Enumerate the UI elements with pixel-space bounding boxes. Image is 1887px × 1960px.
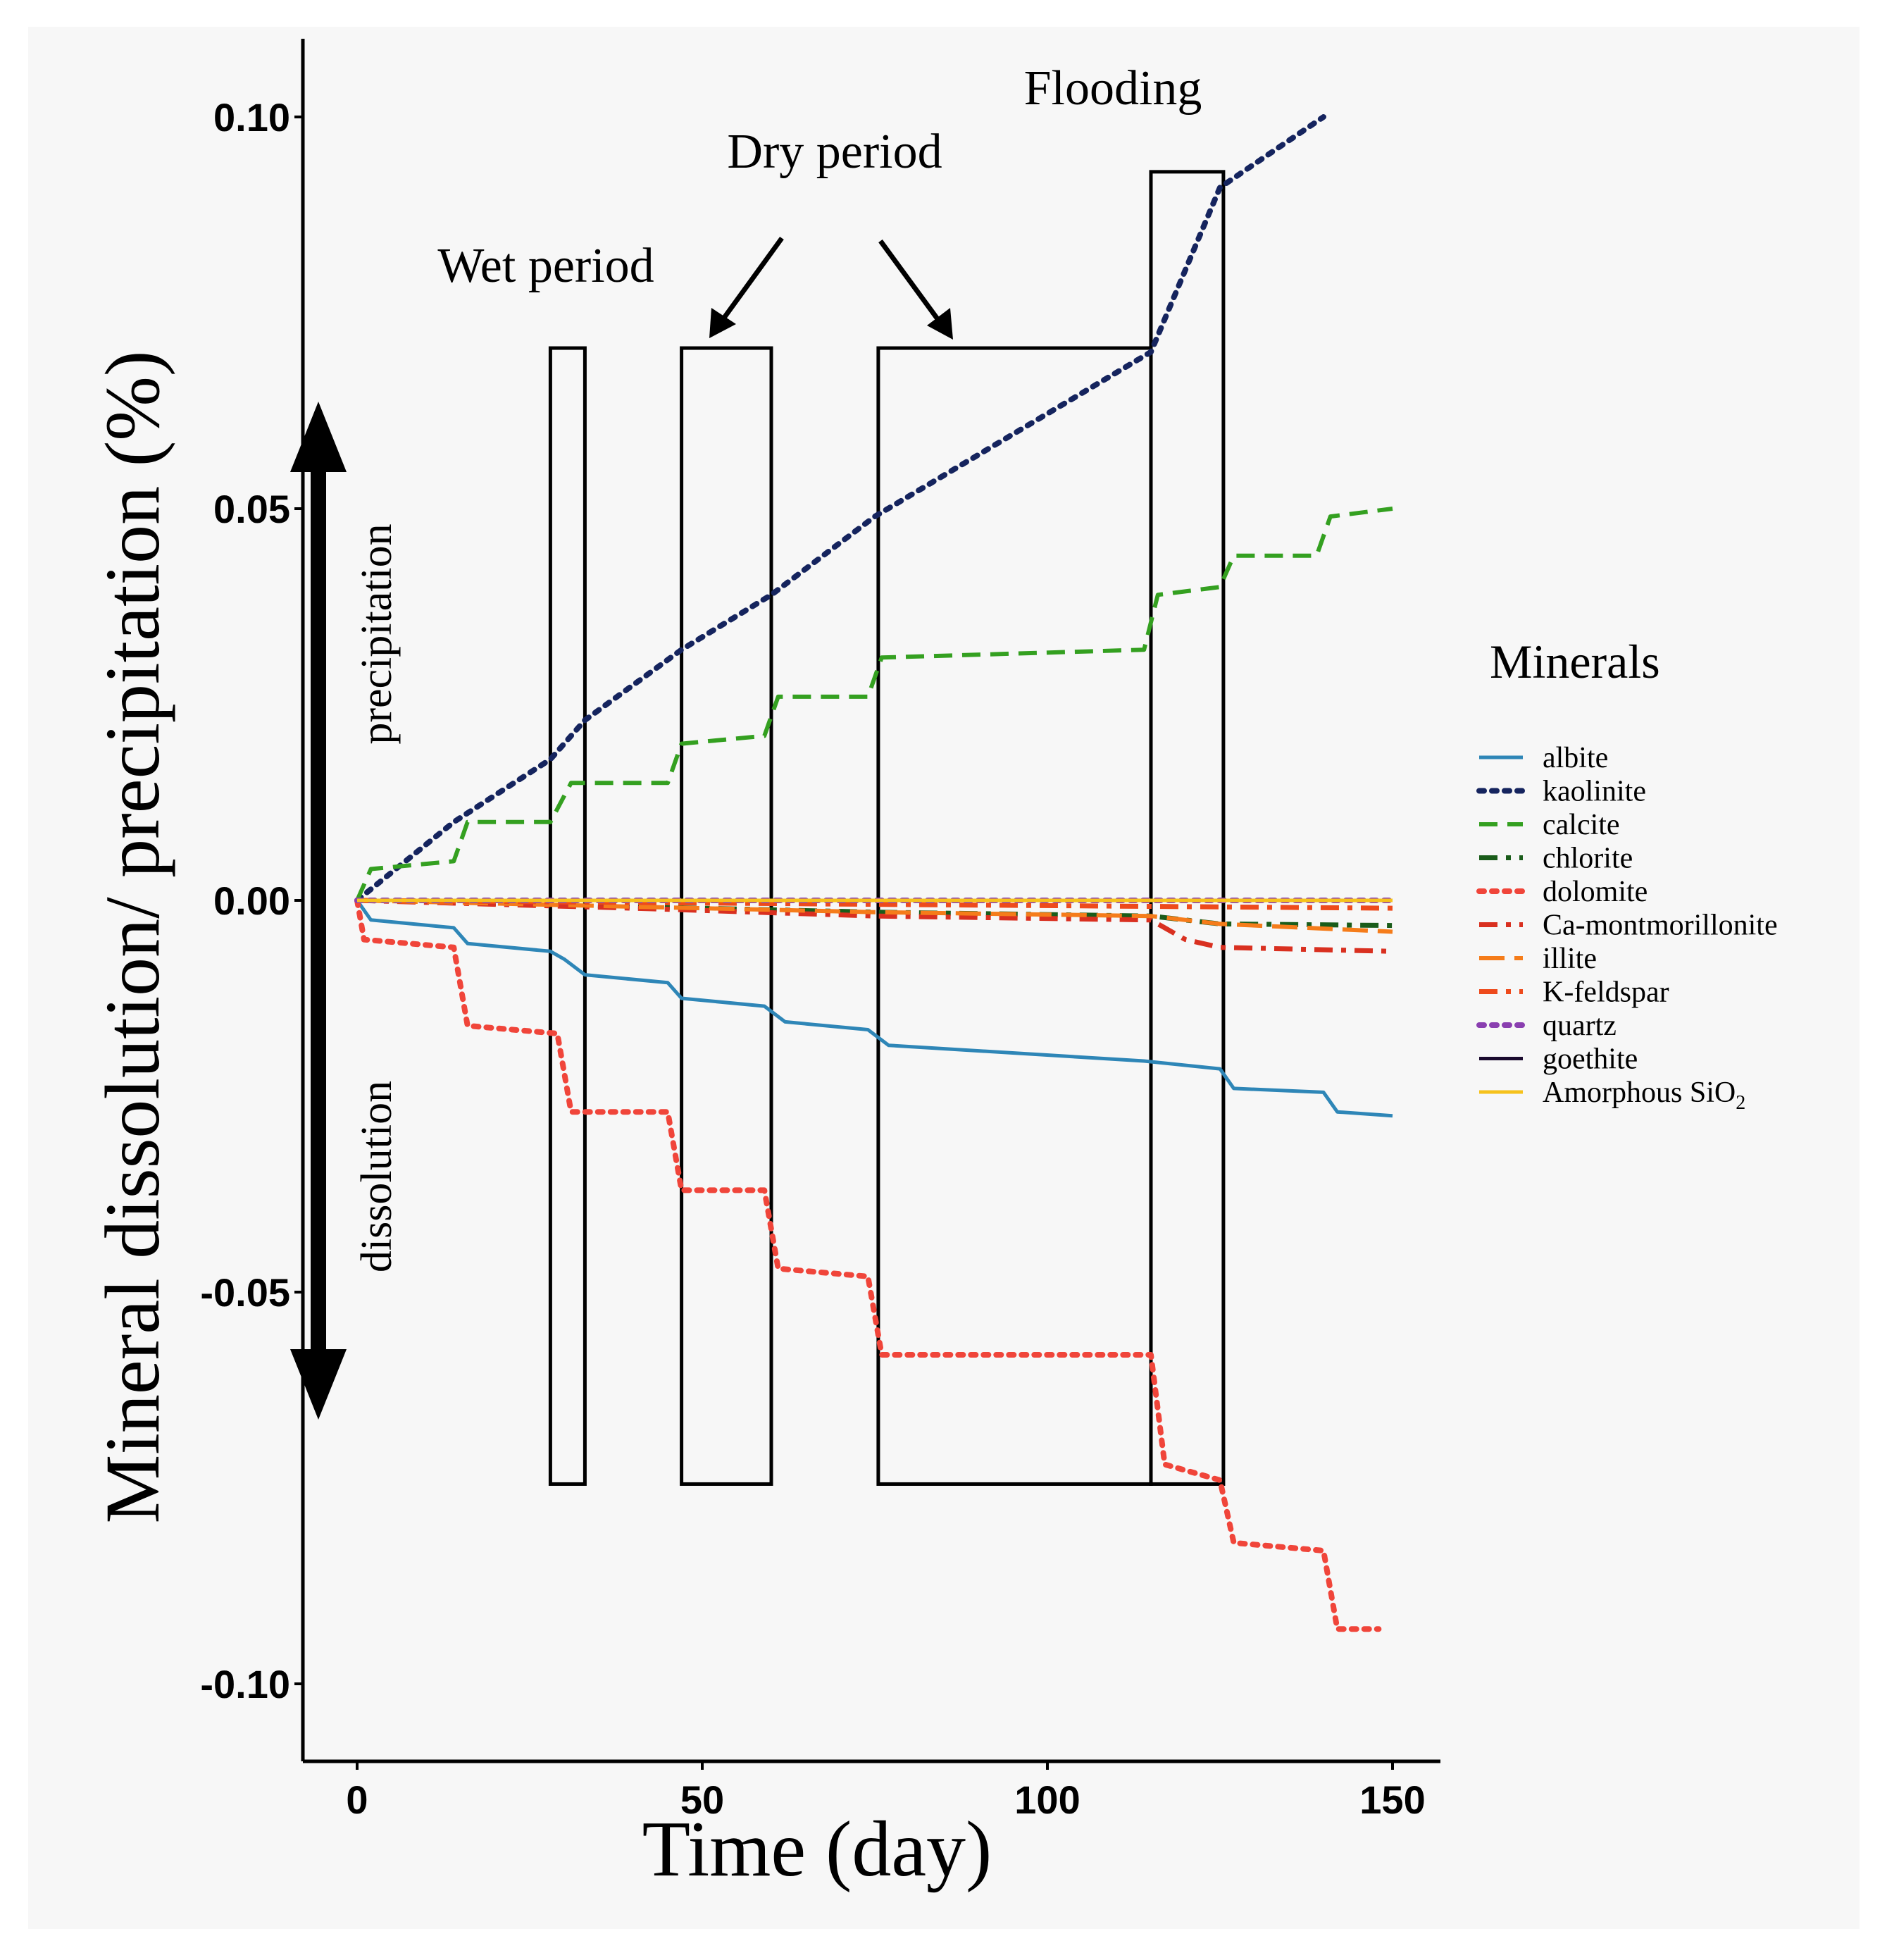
legend-label-dolomite: dolomite	[1543, 876, 1648, 908]
series-kaolinite	[354, 114, 1326, 903]
y-tick-label: 0.00	[213, 879, 290, 923]
legend-title: Minerals	[1490, 635, 1660, 688]
period-box-4	[1149, 170, 1226, 1486]
dry-period-arrow-left	[709, 236, 784, 338]
legend-label-amorphous-sio2: Amorphous SiO2	[1543, 1077, 1745, 1114]
chart-background	[28, 27, 1860, 1929]
period-box-2	[680, 346, 773, 1486]
x-tick-label: 0	[346, 1778, 368, 1822]
series-dolomite	[354, 898, 1382, 1632]
legend-label-calcite: calcite	[1543, 809, 1620, 841]
y-axis-title: Mineral dissolution/ precipitation (%)	[89, 351, 175, 1524]
series-calcite	[355, 507, 1393, 902]
y-tick-label: -0.10	[200, 1662, 290, 1706]
legend-label-quartz: quartz	[1543, 1010, 1617, 1042]
dry-period-label: Dry period	[727, 125, 942, 179]
legend-label-k-feldspar: K-feldspar	[1543, 976, 1669, 1009]
series-ca-montmorillonite	[356, 898, 1393, 954]
x-tick-label: 50	[680, 1778, 724, 1822]
x-axis-title: Time (day)	[642, 1806, 992, 1893]
legend-label-albite: albite	[1543, 742, 1608, 774]
x-tick-label: 150	[1359, 1778, 1425, 1822]
dissolution-label: dissolution	[353, 1081, 401, 1272]
dry-period-arrow-right	[878, 239, 953, 340]
x-tick-label: 100	[1014, 1778, 1080, 1822]
precipitation-label: precipitation	[353, 523, 401, 744]
wet-period-label: Wet period	[437, 239, 654, 293]
series-albite	[355, 899, 1393, 1118]
legend-label-goethite: goethite	[1543, 1043, 1638, 1076]
y-tick-label: -0.05	[200, 1270, 290, 1315]
y-tick-label: 0.05	[213, 487, 290, 531]
period-box-1	[548, 346, 587, 1486]
double-arrow	[290, 402, 347, 1420]
legend-label-ca-montmorillonite: Ca-montmorillonite	[1543, 910, 1778, 942]
legend-label-illite: illite	[1543, 943, 1597, 975]
legend: albitekaolinitecalcitechloritedolomiteCa…	[1476, 742, 1778, 1114]
legend-label-chlorite: chlorite	[1543, 843, 1633, 875]
series-illite	[356, 898, 1393, 934]
flooding-label: Flooding	[1024, 61, 1202, 116]
legend-label-kaolinite: kaolinite	[1543, 776, 1646, 808]
y-tick-label: 0.10	[213, 95, 290, 139]
